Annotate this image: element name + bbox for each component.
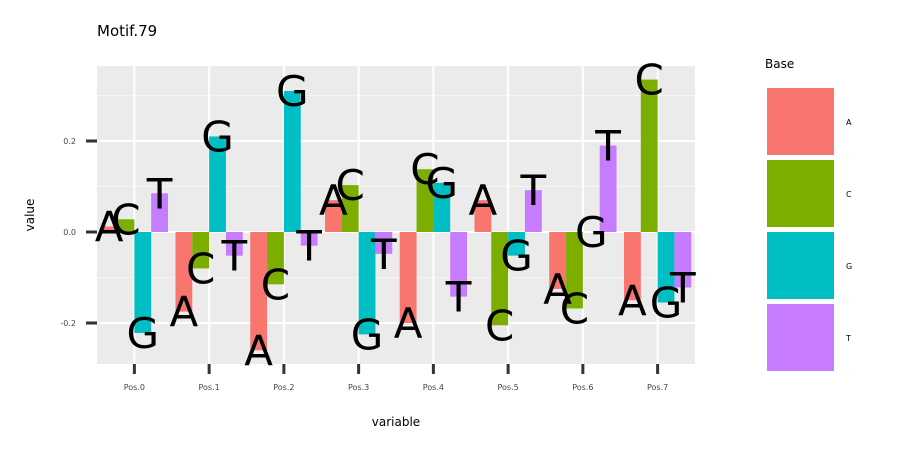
- bar-letter: T: [221, 232, 248, 281]
- legend-label-a: A: [846, 118, 852, 127]
- bar-letter: T: [295, 222, 322, 271]
- legend-label-t: T: [845, 334, 851, 343]
- legend-swatch-g: [767, 232, 834, 299]
- bar-letter: G: [650, 279, 683, 328]
- bar-letter: T: [520, 166, 547, 215]
- bar-letter: T: [594, 122, 621, 171]
- x-axis-title: variable: [372, 415, 420, 429]
- legend-swatch-c: [767, 160, 834, 227]
- y-axis-title: value: [23, 199, 37, 232]
- legend-swatch-t: [767, 304, 834, 371]
- legend-label-c: C: [846, 190, 852, 199]
- x-tick-label: Pos.1: [199, 383, 220, 392]
- bar-t-pos-3: [375, 232, 393, 254]
- bar-letter: A: [95, 203, 124, 252]
- bar-letter: A: [469, 176, 498, 225]
- x-tick-label: Pos.4: [423, 383, 444, 392]
- bar-t-pos-1: [225, 232, 243, 256]
- bar-c-pos-3: [341, 185, 359, 232]
- bar-letter: C: [186, 244, 215, 293]
- bar-t-pos-7: [674, 232, 692, 288]
- bar-letter: C: [336, 161, 365, 210]
- bar-letter: C: [111, 195, 140, 244]
- bar-letter: T: [669, 264, 696, 313]
- y-tick-label: -0.2: [60, 319, 76, 328]
- bar-a-pos-2: [250, 232, 268, 351]
- bar-letter: C: [410, 145, 439, 194]
- bar-c-pos-2: [267, 232, 284, 285]
- x-tick-label: Pos.2: [273, 383, 294, 392]
- x-tick-label: Pos.3: [348, 383, 369, 392]
- x-tick-label: Pos.0: [124, 383, 145, 392]
- bar-a-pos-0: [100, 226, 118, 232]
- bar-t-pos-0: [151, 193, 169, 232]
- bar-letter: A: [244, 326, 273, 375]
- bar-g-pos-4: [433, 182, 451, 232]
- bars-layer: [100, 79, 692, 351]
- bar-t-pos-2: [300, 232, 318, 246]
- bar-letter: G: [426, 159, 459, 208]
- legend-swatch-a: [767, 88, 834, 155]
- bar-a-pos-4: [399, 232, 417, 323]
- bar-a-pos-7: [623, 232, 641, 301]
- bar-letter: C: [261, 260, 290, 309]
- x-tick-label: Pos.5: [498, 383, 519, 392]
- bar-letter: G: [201, 112, 234, 161]
- legend-title: Base: [765, 57, 794, 71]
- bar-a-pos-6: [549, 232, 567, 289]
- bar-g-pos-2: [283, 90, 301, 232]
- bar-letter: G: [351, 310, 384, 359]
- bar-letter: T: [445, 273, 472, 322]
- bar-g-pos-3: [358, 232, 376, 335]
- bar-letter: G: [575, 208, 608, 257]
- bar-c-pos-5: [491, 232, 509, 326]
- legend: Base A C G T: [765, 57, 852, 371]
- bar-g-pos-7: [657, 232, 675, 303]
- bar-t-pos-6: [599, 145, 617, 232]
- bar-letter: C: [635, 56, 664, 105]
- bar-c-pos-7: [640, 79, 658, 232]
- plot-panel: [97, 66, 695, 364]
- x-tick-label: Pos.7: [647, 383, 668, 392]
- legend-label-g: G: [846, 262, 852, 271]
- bar-c-pos-1: [192, 232, 210, 269]
- bar-c-pos-4: [416, 169, 434, 232]
- bar-letter: C: [560, 284, 589, 333]
- y-tick-label: 0.0: [63, 228, 76, 237]
- bar-letter: T: [146, 169, 173, 218]
- bar-c-pos-0: [117, 219, 135, 232]
- bar-t-pos-4: [450, 232, 468, 297]
- bar-letter: A: [618, 276, 647, 325]
- bar-letter: A: [319, 176, 348, 225]
- x-axis: Pos.0 Pos.1 Pos.2 Pos.3 Pos.4 Pos.5 Pos.6 Pos.7: [124, 364, 668, 392]
- bar-letter: T: [370, 230, 397, 279]
- bar-c-pos-6: [566, 232, 583, 309]
- bar-letter: G: [276, 67, 309, 116]
- bar-letter: G: [500, 232, 533, 281]
- y-axis: -0.2 0.0 0.2: [60, 137, 97, 328]
- chart-title: Motif.79: [97, 22, 157, 40]
- bar-t-pos-5: [524, 190, 542, 232]
- bar-a-pos-1: [175, 232, 193, 312]
- bar-g-pos-1: [209, 136, 226, 232]
- bar-a-pos-5: [474, 200, 492, 232]
- bar-letter: A: [170, 288, 199, 337]
- bar-g-pos-5: [508, 232, 525, 256]
- bar-letter: G: [127, 309, 160, 358]
- y-tick-label: 0.2: [63, 137, 76, 146]
- bar-letter: A: [394, 299, 423, 348]
- x-tick-label: Pos.6: [572, 383, 593, 392]
- bar-a-pos-3: [324, 200, 342, 232]
- bar-g-pos-0: [134, 232, 152, 334]
- bar-letter: A: [543, 265, 572, 314]
- bar-letter: C: [485, 301, 514, 350]
